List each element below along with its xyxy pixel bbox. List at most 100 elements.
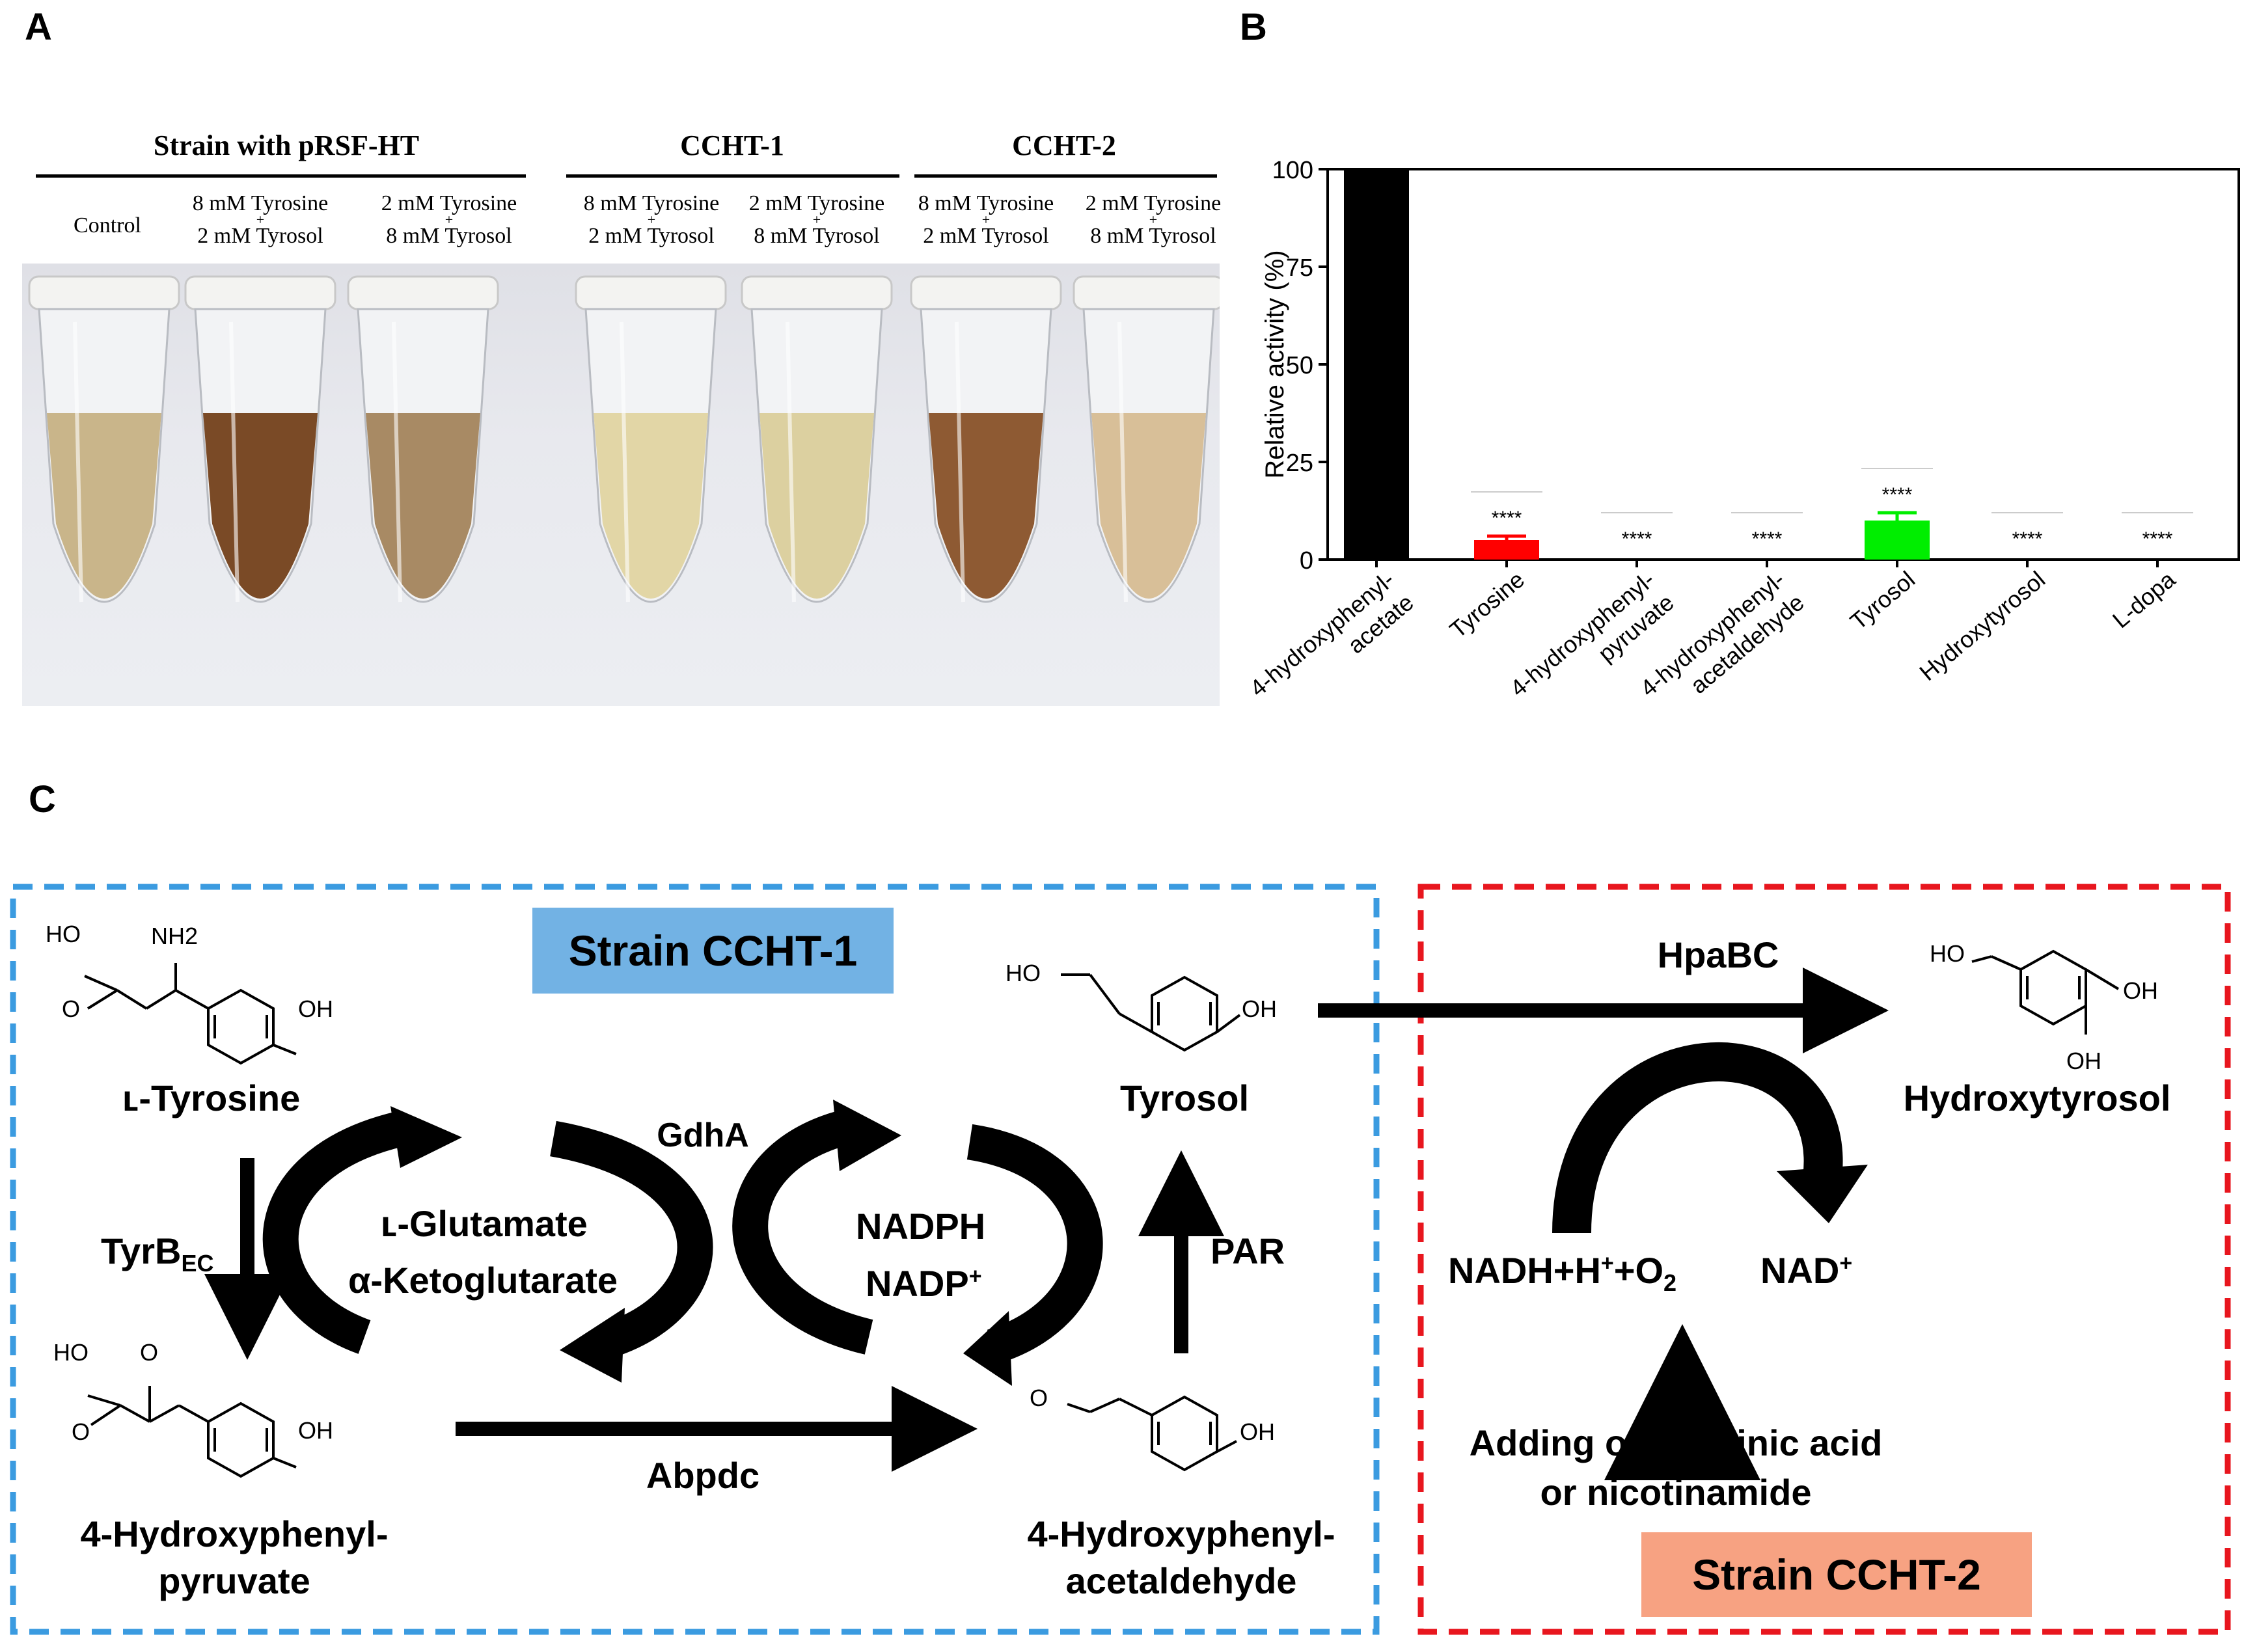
- tube: [575, 275, 727, 603]
- cofactor-nad: NAD+: [1760, 1250, 1853, 1291]
- atom-label: OH: [1242, 995, 1277, 1022]
- significance-label: ****: [1622, 528, 1652, 550]
- enzyme-tyrb: TyrBEC: [101, 1230, 214, 1277]
- compound-hpp: 4-Hydroxyphenyl-pyruvate: [80, 1513, 389, 1601]
- atom-label: HO: [53, 1339, 89, 1366]
- atom-label: HO: [46, 921, 81, 947]
- compound-tyrosine: ʟ-Tyrosine: [122, 1077, 301, 1118]
- atom-label: O: [72, 1418, 90, 1445]
- atom-label: HO: [1930, 940, 1965, 967]
- condition-label: 8 mM Tyrosine +2 mM Tyrosol: [918, 191, 1054, 248]
- enzyme-par: PAR: [1211, 1230, 1285, 1271]
- condition-label: 8 mM Tyrosine +2 mM Tyrosol: [583, 191, 720, 248]
- y-tick-label: 75: [1286, 254, 1313, 282]
- strain-ccht1-text: Strain CCHT-1: [568, 927, 858, 975]
- chart-bars: [1344, 169, 1930, 560]
- condition-label: Control: [74, 213, 141, 237]
- tube-liquid: [366, 413, 480, 599]
- curved-arrow: [732, 1111, 873, 1355]
- compound-tyrosol: Tyrosol: [1119, 1077, 1250, 1118]
- tubes: [28, 275, 1225, 603]
- svg-text:Tyrosol: Tyrosol: [1845, 566, 1920, 635]
- tube-liquid: [47, 413, 161, 599]
- cofactor-nadph: NADPH: [856, 1206, 986, 1247]
- x-tick-label: L-dopa: [2107, 565, 2181, 633]
- tube: [910, 275, 1062, 603]
- condition-label: 2 mM Tyrosine +8 mM Tyrosol: [1085, 191, 1222, 248]
- condition-label: 2 mM Tyrosine +8 mM Tyrosol: [381, 191, 517, 248]
- tube: [28, 275, 180, 603]
- svg-text:Hydroxytyrosol: Hydroxytyrosol: [1914, 566, 2050, 686]
- y-tick-label: 50: [1286, 352, 1313, 379]
- cofactor-nadh: NADH+H++O2: [1448, 1250, 1677, 1297]
- cofactor-arrow-head: [1777, 1165, 1868, 1223]
- curved-arrow: [262, 1111, 405, 1354]
- enzyme-hpabc: HpaBC: [1657, 934, 1779, 975]
- strain-ccht1-label: Strain CCHT-1: [532, 908, 894, 994]
- atom-label: O: [140, 1339, 159, 1366]
- curved-arrow: [966, 1124, 1103, 1364]
- hpaa-structure: [1067, 1395, 1237, 1472]
- hpp-structure: [87, 1386, 297, 1478]
- enzyme-abpdc: Abpdc: [646, 1455, 760, 1496]
- y-tick-label: 25: [1286, 450, 1313, 477]
- strain-ccht2-background: [1641, 1532, 2032, 1617]
- tube: [741, 275, 893, 603]
- svg-text:Tyrosine: Tyrosine: [1445, 566, 1530, 643]
- group-title-prsf: Strain with pRSF-HT: [153, 129, 420, 161]
- group-title-ccht2: CCHT-2: [1012, 129, 1116, 161]
- bar-0: [1344, 169, 1409, 560]
- tube-liquid: [759, 413, 874, 599]
- atom-label: O: [62, 995, 81, 1022]
- tube: [1073, 275, 1225, 603]
- panel-label-b: B: [1240, 6, 1267, 48]
- cofactor-arrow: [1552, 1042, 1843, 1234]
- atom-label: OH: [2066, 1048, 2101, 1074]
- compound-hydroxytyrosol: Hydroxytyrosol: [1903, 1077, 2171, 1118]
- tyrosine-structure: [84, 963, 297, 1065]
- curved-arrow-head: [560, 1308, 625, 1383]
- curved-arrow-head: [963, 1311, 1012, 1386]
- panel-label-a: A: [25, 6, 52, 48]
- tube-photo: [22, 264, 1225, 706]
- y-tick-label: 100: [1272, 157, 1313, 184]
- group-title-ccht1: CCHT-1: [680, 129, 784, 161]
- tube: [184, 275, 336, 603]
- atom-label: OH: [1240, 1418, 1275, 1445]
- strain-ccht2-text: Strain CCHT-2: [1692, 1550, 1981, 1599]
- tube-liquid: [1091, 413, 1206, 599]
- ccht1-box: [10, 884, 1380, 1635]
- bar-chart: 0 25 50 75 100 Relative activity (%) 4-hydrox…: [1244, 157, 2240, 702]
- significance-label: ****: [1882, 484, 1913, 506]
- ccht2-box: [1417, 884, 2231, 1635]
- atom-label: NH2: [151, 923, 198, 949]
- atom-label: O: [1030, 1385, 1048, 1411]
- condition-label: 8 mM Tyrosine +2 mM Tyrosol: [192, 191, 329, 248]
- svg-text:L-dopa: L-dopa: [2107, 565, 2181, 633]
- bar-1: [1474, 540, 1539, 560]
- significance-label: ****: [2142, 528, 2173, 550]
- group-line-prsf: [36, 174, 526, 178]
- plot-frame: [1326, 168, 2240, 561]
- tyrosol-structure: [1061, 973, 1241, 1052]
- hydroxytyrosol-structure: [1971, 949, 2120, 1035]
- group-line-ccht1: [566, 174, 899, 178]
- cofactor-nadp: NADP+: [866, 1263, 982, 1304]
- y-axis-label: Relative activity (%): [1261, 250, 1289, 478]
- cofactor-ketoglutarate: α-Ketoglutarate: [348, 1260, 618, 1301]
- cofactor-glutamate: ʟ-Glutamate: [381, 1203, 588, 1244]
- strain-ccht2-label: Strain CCHT-2: [1641, 1532, 2032, 1617]
- strain-ccht1-background: [532, 908, 894, 994]
- curved-arrow: [550, 1120, 713, 1358]
- compound-hpaa: 4-Hydroxyphenyl-acetaldehyde: [1027, 1513, 1335, 1601]
- x-tick-label: 4-hydroxyphenyl-acetate: [1244, 566, 1418, 702]
- atom-label: HO: [1006, 960, 1041, 986]
- curved-arrow-head: [390, 1106, 462, 1168]
- tube-liquid: [929, 413, 1043, 599]
- x-tick-label: Hydroxytyrosol: [1914, 566, 2050, 686]
- tube-liquid: [594, 413, 708, 599]
- x-tick-label: Tyrosol: [1845, 566, 1920, 635]
- structures: [84, 949, 2120, 1478]
- tube-liquid: [203, 413, 318, 599]
- bar-4: [1865, 521, 1930, 560]
